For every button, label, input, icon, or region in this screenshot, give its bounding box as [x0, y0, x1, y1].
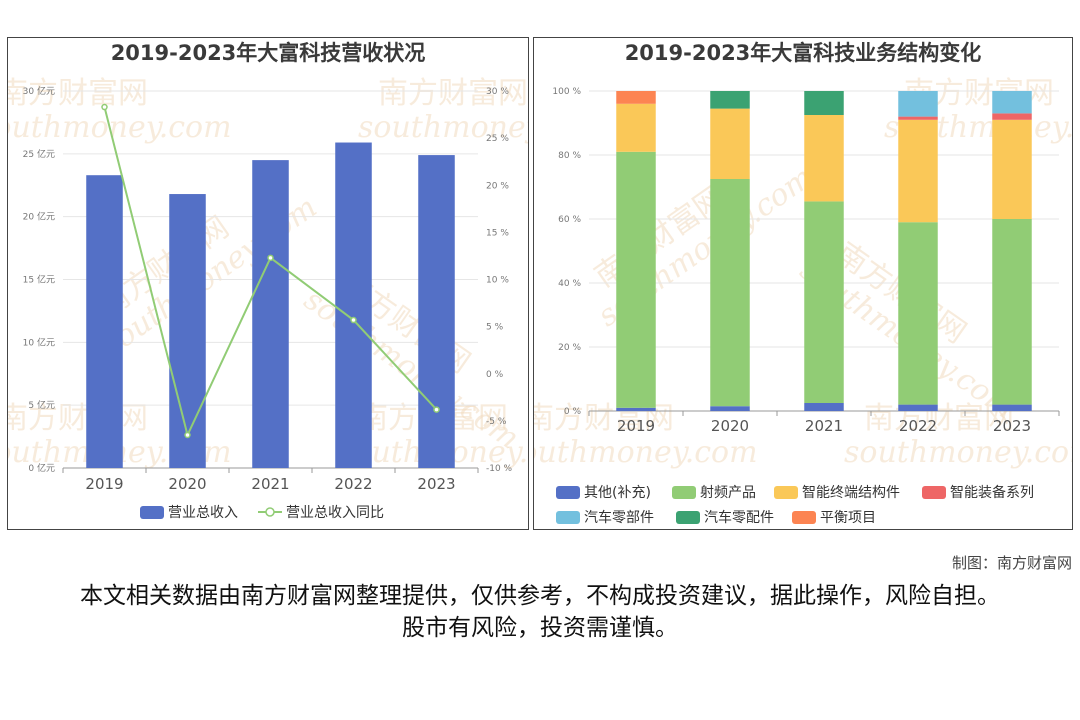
watermark-cn: 南方财富网 [864, 401, 1014, 436]
legend-label: 其他(补充) [584, 485, 651, 501]
stacked-segment [710, 108, 750, 179]
left-axis-tick-label: 10 亿元 [23, 336, 55, 348]
x-axis-tick-label: 2020 [711, 417, 749, 435]
legend-label: 营业总收入 [168, 505, 238, 521]
legend-swatch [556, 486, 580, 499]
stacked-segment [616, 407, 656, 411]
revenue-bar [335, 142, 372, 469]
left-axis-tick-label: 20 亿元 [23, 211, 55, 223]
x-axis-tick-label: 2019 [617, 417, 655, 435]
right-axis-tick-label: 5 % [486, 323, 504, 333]
x-axis-tick-label: 2019 [85, 475, 123, 493]
stacked-segment [616, 91, 656, 104]
legend-swatch-point [265, 507, 275, 517]
left-axis-tick-label: 5 亿元 [28, 399, 55, 411]
y-axis-tick-label: 20 % [558, 343, 581, 353]
stacked-segment [710, 91, 750, 109]
left-axis-tick-label: 25 亿元 [23, 148, 55, 160]
revenue-chart-panel: 南方财富网southmoney.com南方财富网southmoney.com南方… [7, 37, 529, 530]
stacked-segment [992, 404, 1032, 411]
yoy-point [101, 103, 108, 111]
legend-label: 平衡项目 [820, 510, 876, 526]
business-structure-chart-panel: 南方财富网southmoney.com南方财富网southmoney.com南方… [533, 37, 1073, 530]
watermark-en: southmoney.com [534, 435, 758, 470]
stacked-segment [898, 91, 938, 117]
right-axis-tick-label: 20 % [486, 181, 509, 191]
legend-label: 汽车零部件 [584, 509, 654, 526]
revenue-bar [252, 160, 289, 468]
chart-credit: 制图：南方财富网 [951, 554, 1072, 572]
right-axis-tick-label: 30 % [486, 87, 509, 97]
stacked-segment [898, 119, 938, 223]
revenue-bar [86, 175, 123, 469]
business-structure-chart: 南方财富网southmoney.com南方财富网southmoney.com南方… [534, 41, 1072, 526]
legend-swatch [922, 486, 946, 499]
stacked-segment [898, 222, 938, 405]
y-axis-tick-label: 60 % [558, 215, 581, 225]
x-axis-tick-label: 2021 [251, 475, 289, 493]
legend-swatch-bar [140, 506, 164, 519]
chart-title: 2019-2023年大富科技营收状况 [111, 41, 426, 65]
stacked-segment [804, 91, 844, 115]
stacked-segment [992, 91, 1032, 114]
y-axis-tick-label: 0 % [564, 407, 582, 417]
x-axis-tick-label: 2023 [993, 417, 1031, 435]
watermark-en: southmoney.com [358, 110, 528, 145]
stacked-segment [616, 151, 656, 408]
right-axis-tick-label: -10 % [486, 464, 513, 474]
watermark-cn: 南方财富网 [378, 76, 528, 111]
chart-title: 2019-2023年大富科技业务结构变化 [625, 41, 982, 65]
x-axis-tick-label: 2020 [168, 475, 206, 493]
legend-swatch [774, 486, 798, 499]
x-axis-tick-label: 2022 [899, 417, 937, 435]
yoy-point [433, 406, 440, 413]
legend-swatch [672, 486, 696, 499]
stacked-segment [992, 119, 1032, 219]
left-axis-tick-label: 0 亿元 [28, 462, 55, 474]
right-axis-tick-label: 0 % [486, 370, 504, 380]
legend-label: 营业总收入同比 [286, 505, 384, 521]
left-axis-tick-label: 30 亿元 [23, 85, 55, 97]
right-axis-tick-label: -5 % [486, 417, 507, 427]
stacked-segment [804, 403, 844, 411]
revenue-chart: 南方财富网southmoney.com南方财富网southmoney.com南方… [8, 41, 528, 521]
x-axis-tick-label: 2021 [805, 417, 843, 435]
stacked-segment [710, 406, 750, 411]
legend-label: 智能装备系列 [950, 484, 1034, 501]
x-axis-tick-label: 2023 [417, 475, 455, 493]
stacked-segment [992, 113, 1032, 120]
right-axis-tick-label: 25 % [486, 134, 509, 144]
legend-label: 智能终端结构件 [802, 485, 900, 501]
x-axis-tick-label: 2022 [334, 475, 372, 493]
watermark-en: southmoney.com [8, 110, 232, 145]
left-axis-tick-label: 15 亿元 [23, 274, 55, 286]
stacked-segment [616, 103, 656, 152]
yoy-point [184, 431, 191, 439]
legend-swatch [676, 511, 700, 524]
stacked-segment [710, 179, 750, 407]
stacked-segment [898, 116, 938, 120]
stacked-segment [804, 201, 844, 403]
stacked-segment [992, 219, 1032, 405]
legend-label: 汽车零配件 [704, 509, 774, 526]
y-axis-tick-label: 40 % [558, 279, 581, 289]
right-axis-tick-label: 10 % [486, 276, 509, 286]
right-axis-tick-label: 15 % [486, 228, 509, 238]
legend-swatch [792, 511, 816, 524]
revenue-bar [169, 194, 206, 468]
stacked-segment [898, 404, 938, 411]
legend-label: 射频产品 [700, 485, 756, 501]
watermark-cn: 南方财富网 [8, 401, 148, 436]
stacked-segment [804, 115, 844, 202]
y-axis-tick-label: 80 % [558, 151, 581, 161]
disclaimer-text: 本文相关数据由南方财富网整理提供，仅供参考，不构成投资建议，据此操作，风险自担。… [80, 583, 1000, 641]
yoy-point [350, 316, 357, 324]
yoy-point [267, 254, 274, 262]
revenue-bar [418, 155, 455, 468]
watermark-en: southmoney.com [844, 435, 1072, 470]
legend-swatch [556, 511, 580, 524]
y-axis-tick-label: 100 % [552, 87, 581, 97]
watermark-cn: 南方财富网 [8, 76, 148, 111]
